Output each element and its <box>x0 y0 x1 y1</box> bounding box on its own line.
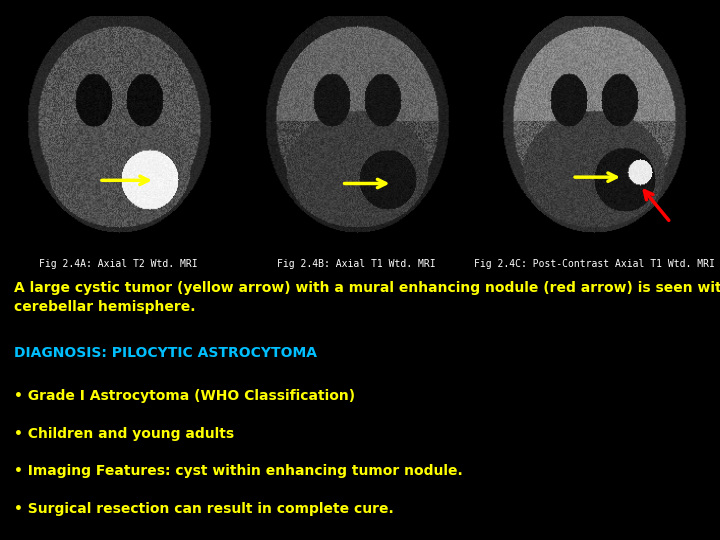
Text: • Children and young adults: • Children and young adults <box>14 427 235 441</box>
Text: Fig 2.4C: Post-Contrast Axial T1 Wtd. MRI: Fig 2.4C: Post-Contrast Axial T1 Wtd. MR… <box>474 259 714 269</box>
Text: DIAGNOSIS: PILOCYTIC ASTROCYTOMA: DIAGNOSIS: PILOCYTIC ASTROCYTOMA <box>14 346 318 360</box>
Text: • Grade I Astrocytoma (WHO Classification): • Grade I Astrocytoma (WHO Classificatio… <box>14 389 356 403</box>
Text: • Surgical resection can result in complete cure.: • Surgical resection can result in compl… <box>14 502 394 516</box>
Text: • Imaging Features: cyst within enhancing tumor nodule.: • Imaging Features: cyst within enhancin… <box>14 464 463 478</box>
Text: Fig 2.4A: Axial T2 Wtd. MRI: Fig 2.4A: Axial T2 Wtd. MRI <box>40 259 198 269</box>
Text: A large cystic tumor (yellow arrow) with a mural enhancing nodule (red arrow) is: A large cystic tumor (yellow arrow) with… <box>14 281 720 314</box>
Text: Fig 2.4B: Axial T1 Wtd. MRI: Fig 2.4B: Axial T1 Wtd. MRI <box>277 259 436 269</box>
